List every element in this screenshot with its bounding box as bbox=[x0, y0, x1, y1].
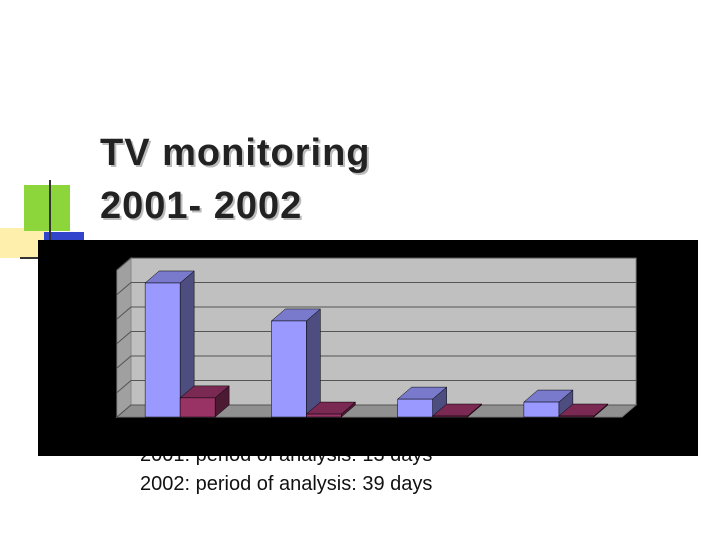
bar bbox=[179, 385, 230, 418]
bar-face bbox=[271, 320, 307, 418]
title: 2001- 2002 bbox=[100, 185, 303, 227]
bar-face bbox=[306, 413, 342, 418]
bar-face bbox=[523, 401, 560, 418]
bar-face bbox=[306, 308, 321, 418]
bar-face bbox=[397, 398, 433, 418]
bar-face bbox=[179, 397, 216, 418]
grid-line bbox=[116, 306, 636, 320]
grid-line bbox=[116, 331, 636, 344]
grid-line bbox=[116, 282, 636, 295]
bar bbox=[270, 308, 322, 418]
bar bbox=[431, 403, 483, 418]
note: 2002: period of analysis: 39 days bbox=[140, 473, 433, 495]
bar bbox=[305, 401, 357, 418]
grid-line bbox=[116, 355, 636, 369]
bar bbox=[558, 403, 609, 418]
bar-face bbox=[558, 415, 595, 418]
bar bbox=[523, 389, 574, 418]
grid-line bbox=[116, 380, 636, 393]
bar-face bbox=[144, 282, 181, 418]
bar-face bbox=[432, 415, 468, 418]
bar bbox=[396, 386, 448, 418]
bar bbox=[144, 270, 195, 418]
grid-line bbox=[116, 257, 636, 271]
title: TV monitoring bbox=[100, 132, 371, 174]
